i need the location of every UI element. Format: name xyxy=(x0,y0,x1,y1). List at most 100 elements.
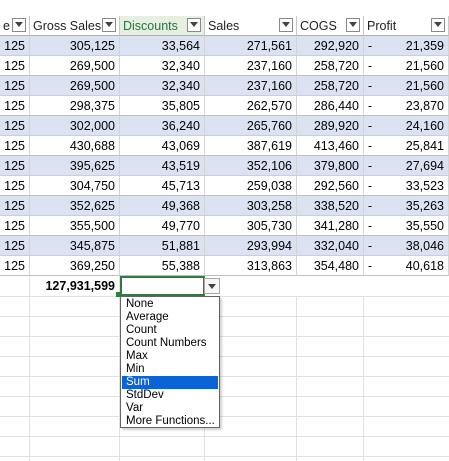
cell-sales[interactable]: 265,760 xyxy=(205,116,297,136)
menu-item-average[interactable]: Average xyxy=(126,311,169,323)
cell-cogs[interactable]: 286,440 xyxy=(297,96,364,116)
cell-cogs[interactable]: 258,720 xyxy=(297,56,364,76)
cell-sales[interactable]: 352,106 xyxy=(205,156,297,176)
profit-value: 27,694 xyxy=(405,159,444,173)
cell-sales[interactable]: 237,160 xyxy=(205,76,297,96)
cell-cogs[interactable]: 379,800 xyxy=(297,156,364,176)
cell-gross-sales[interactable]: 345,875 xyxy=(30,236,120,256)
cell-sales[interactable]: 303,258 xyxy=(205,196,297,216)
filter-dropdown-icon[interactable] xyxy=(279,18,293,32)
cell-cogs[interactable]: 332,040 xyxy=(297,236,364,256)
cell-cogs[interactable]: 341,280 xyxy=(297,216,364,236)
filter-dropdown-icon[interactable] xyxy=(12,18,26,32)
filter-dropdown-icon[interactable] xyxy=(187,18,201,32)
cell-discounts[interactable]: 43,069 xyxy=(120,136,205,156)
cell-discounts[interactable]: 49,368 xyxy=(120,196,205,216)
cell-discounts[interactable]: 33,564 xyxy=(120,36,205,56)
cell-partial[interactable]: 125 xyxy=(0,56,30,76)
total-gross-sales[interactable]: 127,931,599 xyxy=(30,276,120,296)
menu-item-count-numbers[interactable]: Count Numbers xyxy=(126,337,207,349)
cell-sales[interactable]: 237,160 xyxy=(205,56,297,76)
cell-cogs[interactable]: 292,920 xyxy=(297,36,364,56)
cell-sales[interactable]: 262,570 xyxy=(205,96,297,116)
cell-discounts[interactable]: 32,340 xyxy=(120,56,205,76)
cell-sales[interactable]: 305,730 xyxy=(205,216,297,236)
cell-profit[interactable]: - 21,560 xyxy=(364,76,449,96)
total-function-dropdown-button[interactable] xyxy=(204,278,220,294)
cell-profit[interactable]: - 40,618 xyxy=(364,256,449,276)
cell-profit[interactable]: - 23,870 xyxy=(364,96,449,116)
cell-profit[interactable]: - 21,560 xyxy=(364,56,449,76)
menu-item-var[interactable]: Var xyxy=(126,402,144,414)
filter-dropdown-icon[interactable] xyxy=(431,18,445,32)
cell-cogs[interactable]: 338,520 xyxy=(297,196,364,216)
cell-partial[interactable]: 125 xyxy=(0,176,30,196)
cell-profit[interactable]: - 35,263 xyxy=(364,196,449,216)
cell-profit[interactable]: - 33,523 xyxy=(364,176,449,196)
cell-cogs[interactable]: 413,460 xyxy=(297,136,364,156)
cell-discounts[interactable]: 49,770 xyxy=(120,216,205,236)
cell-partial[interactable]: 125 xyxy=(0,236,30,256)
menu-item-more-functions[interactable]: More Functions... xyxy=(126,415,215,427)
column-header-cogs[interactable]: COGS xyxy=(297,16,364,36)
cell-sales[interactable]: 259,038 xyxy=(205,176,297,196)
total-discounts-cell[interactable] xyxy=(120,276,205,296)
cell-profit[interactable]: - 24,160 xyxy=(364,116,449,136)
column-header-discounts[interactable]: Discounts xyxy=(120,16,205,36)
cell-partial[interactable]: 125 xyxy=(0,36,30,56)
menu-item-min[interactable]: Min xyxy=(126,363,145,375)
cell-partial[interactable]: 125 xyxy=(0,196,30,216)
cell-sales[interactable]: 313,863 xyxy=(205,256,297,276)
cell-partial[interactable]: 125 xyxy=(0,96,30,116)
menu-item-count[interactable]: Count xyxy=(126,324,157,336)
cell-discounts[interactable]: 43,519 xyxy=(120,156,205,176)
cell-partial[interactable]: 125 xyxy=(0,116,30,136)
cell-gross-sales[interactable]: 269,500 xyxy=(30,56,120,76)
menu-item-none[interactable]: None xyxy=(126,298,154,310)
cell-gross-sales[interactable]: 355,500 xyxy=(30,216,120,236)
cell-profit[interactable]: - 25,841 xyxy=(364,136,449,156)
cell-sales[interactable]: 293,994 xyxy=(205,236,297,256)
menu-item-sum[interactable]: Sum xyxy=(122,376,218,389)
cell-profit[interactable]: - 35,550 xyxy=(364,216,449,236)
cell-discounts[interactable]: 55,388 xyxy=(120,256,205,276)
cell-partial[interactable]: 125 xyxy=(0,156,30,176)
cell-sales[interactable]: 271,561 xyxy=(205,36,297,56)
filter-dropdown-icon[interactable] xyxy=(102,18,116,32)
cell-cogs[interactable]: 354,480 xyxy=(297,256,364,276)
cell-discounts[interactable]: 45,713 xyxy=(120,176,205,196)
cell-partial[interactable]: 125 xyxy=(0,256,30,276)
cell-gross-sales[interactable]: 369,250 xyxy=(30,256,120,276)
cell-discounts[interactable]: 51,881 xyxy=(120,236,205,256)
cell-partial[interactable]: 125 xyxy=(0,76,30,96)
cell-profit[interactable]: - 27,694 xyxy=(364,156,449,176)
cell-profit[interactable]: - 38,046 xyxy=(364,236,449,256)
cell-gross-sales[interactable]: 352,625 xyxy=(30,196,120,216)
column-header-gross-sales[interactable]: Gross Sales xyxy=(30,16,120,36)
menu-item-max[interactable]: Max xyxy=(126,350,148,362)
column-header-sales[interactable]: Sales xyxy=(205,16,297,36)
cell-sales[interactable]: 387,619 xyxy=(205,136,297,156)
cell-profit[interactable]: - 21,359 xyxy=(364,36,449,56)
cell-gross-sales[interactable]: 302,000 xyxy=(30,116,120,136)
cell-gross-sales[interactable]: 430,688 xyxy=(30,136,120,156)
column-header-partial[interactable]: e xyxy=(0,16,30,36)
cell-cogs[interactable]: 292,560 xyxy=(297,176,364,196)
cell-gross-sales[interactable]: 304,750 xyxy=(30,176,120,196)
cell-discounts[interactable]: 32,340 xyxy=(120,76,205,96)
menu-item-stddev[interactable]: StdDev xyxy=(126,389,164,401)
filter-dropdown-icon[interactable] xyxy=(346,18,360,32)
fill-handle[interactable] xyxy=(116,292,121,297)
total-cell-empty[interactable] xyxy=(0,276,30,296)
cell-cogs[interactable]: 258,720 xyxy=(297,76,364,96)
cell-gross-sales[interactable]: 305,125 xyxy=(30,36,120,56)
column-header-profit[interactable]: Profit xyxy=(364,16,449,36)
cell-discounts[interactable]: 35,805 xyxy=(120,96,205,116)
cell-partial[interactable]: 125 xyxy=(0,216,30,236)
cell-discounts[interactable]: 36,240 xyxy=(120,116,205,136)
cell-cogs[interactable]: 289,920 xyxy=(297,116,364,136)
cell-gross-sales[interactable]: 298,375 xyxy=(30,96,120,116)
cell-gross-sales[interactable]: 269,500 xyxy=(30,76,120,96)
cell-partial[interactable]: 125 xyxy=(0,136,30,156)
cell-gross-sales[interactable]: 395,625 xyxy=(30,156,120,176)
